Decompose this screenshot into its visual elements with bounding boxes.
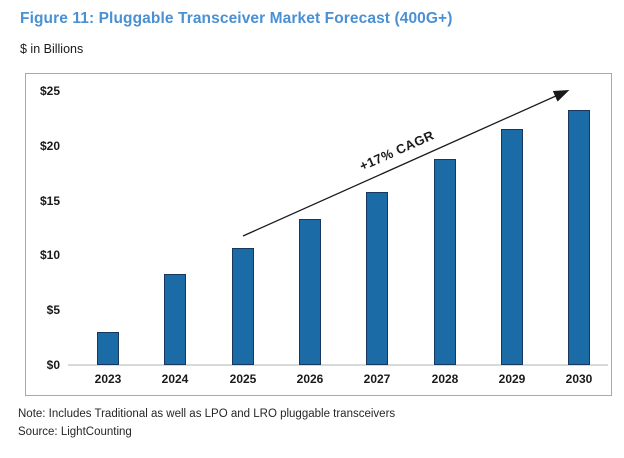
x-axis-tick-label: 2029 xyxy=(498,372,526,386)
figure-title: Figure 11: Pluggable Transceiver Market … xyxy=(20,10,453,27)
x-axis-tick-label: 2025 xyxy=(229,372,257,386)
y-axis-tick-label: $15 xyxy=(39,193,60,208)
x-axis-tick-label: 2027 xyxy=(363,372,391,386)
x-axis-tick-label: 2030 xyxy=(565,372,593,386)
bar-2024 xyxy=(164,274,186,365)
x-axis-baseline xyxy=(68,364,608,366)
y-axis-tick-label: $5 xyxy=(46,303,60,318)
chart-area: $0 $5 $10 $15 $20 $25 2023 2024 2025 2026 2027 202… xyxy=(25,73,612,396)
note-text: Note: Includes Traditional as well as LP… xyxy=(18,408,396,420)
axis-unit-label: $ in Billions xyxy=(20,42,84,56)
bar-2023 xyxy=(97,332,119,365)
y-axis-tick-label: $25 xyxy=(39,84,60,98)
y-axis-tick-label: $10 xyxy=(39,248,60,263)
x-axis: 2023 2024 2025 2026 2027 2028 2029 2030 xyxy=(26,74,611,395)
y-axis-tick-label: $0 xyxy=(46,358,60,372)
x-axis-tick-label: 2024 xyxy=(161,372,189,386)
y-axis: $0 $5 $10 $15 $20 $25 xyxy=(26,74,611,395)
y-axis-tick-label: $20 xyxy=(39,138,60,153)
x-axis-tick-label: 2028 xyxy=(431,372,459,386)
bar-2029 xyxy=(501,129,523,365)
trend-overlay: +17% CAGR xyxy=(242,89,570,237)
bar-2026 xyxy=(299,219,321,365)
bar-2025 xyxy=(232,248,254,365)
bar-2028 xyxy=(434,159,456,365)
x-axis-tick-label: 2023 xyxy=(94,372,122,386)
bar-2030 xyxy=(568,110,590,365)
cagr-trend-arrow xyxy=(242,89,570,237)
source-text: Source: LightCounting xyxy=(18,426,132,438)
bar-2027 xyxy=(366,192,388,365)
x-axis-tick-label: 2026 xyxy=(296,372,324,386)
bar-series xyxy=(26,74,611,395)
